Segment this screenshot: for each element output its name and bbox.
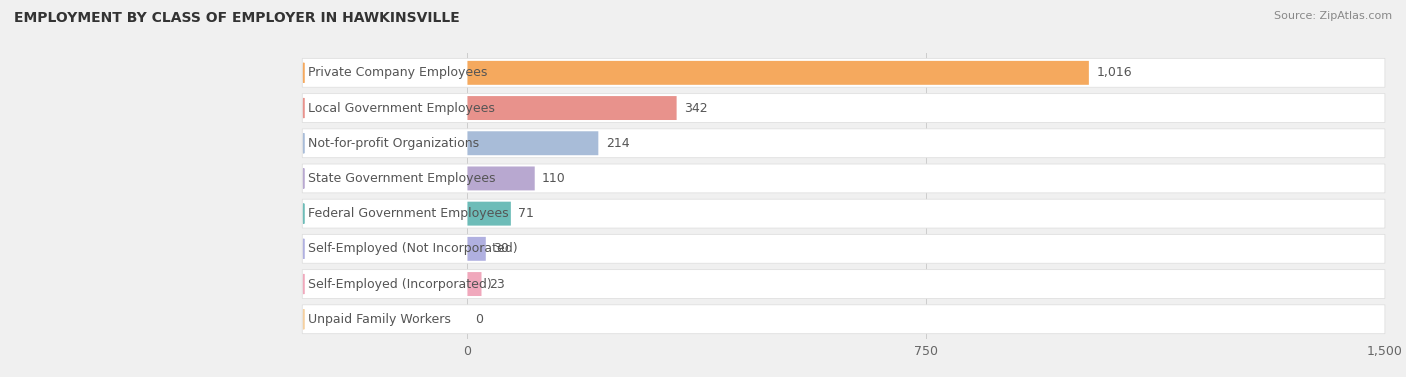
FancyBboxPatch shape — [467, 167, 534, 190]
Text: Federal Government Employees: Federal Government Employees — [308, 207, 508, 220]
Text: 214: 214 — [606, 137, 630, 150]
FancyBboxPatch shape — [467, 272, 481, 296]
FancyBboxPatch shape — [302, 58, 1385, 87]
Text: 342: 342 — [683, 101, 707, 115]
Text: Unpaid Family Workers: Unpaid Family Workers — [308, 313, 450, 326]
FancyBboxPatch shape — [302, 199, 1385, 228]
Text: Local Government Employees: Local Government Employees — [308, 101, 495, 115]
FancyBboxPatch shape — [467, 61, 1088, 85]
FancyBboxPatch shape — [302, 270, 1385, 299]
FancyBboxPatch shape — [302, 93, 1385, 123]
Text: Not-for-profit Organizations: Not-for-profit Organizations — [308, 137, 478, 150]
Text: Self-Employed (Not Incorporated): Self-Employed (Not Incorporated) — [308, 242, 517, 255]
FancyBboxPatch shape — [302, 234, 1385, 263]
Text: Source: ZipAtlas.com: Source: ZipAtlas.com — [1274, 11, 1392, 21]
Text: 30: 30 — [494, 242, 509, 255]
Text: Self-Employed (Incorporated): Self-Employed (Incorporated) — [308, 277, 491, 291]
Text: Private Company Employees: Private Company Employees — [308, 66, 486, 79]
Text: 0: 0 — [475, 313, 482, 326]
FancyBboxPatch shape — [302, 164, 1385, 193]
FancyBboxPatch shape — [467, 237, 486, 261]
Text: EMPLOYMENT BY CLASS OF EMPLOYER IN HAWKINSVILLE: EMPLOYMENT BY CLASS OF EMPLOYER IN HAWKI… — [14, 11, 460, 25]
FancyBboxPatch shape — [302, 305, 1385, 334]
Text: 71: 71 — [519, 207, 534, 220]
FancyBboxPatch shape — [302, 129, 1385, 158]
Text: State Government Employees: State Government Employees — [308, 172, 495, 185]
Text: 23: 23 — [489, 277, 505, 291]
Text: 1,016: 1,016 — [1097, 66, 1132, 79]
FancyBboxPatch shape — [467, 202, 510, 225]
Text: 110: 110 — [543, 172, 565, 185]
FancyBboxPatch shape — [467, 131, 599, 155]
FancyBboxPatch shape — [467, 96, 676, 120]
